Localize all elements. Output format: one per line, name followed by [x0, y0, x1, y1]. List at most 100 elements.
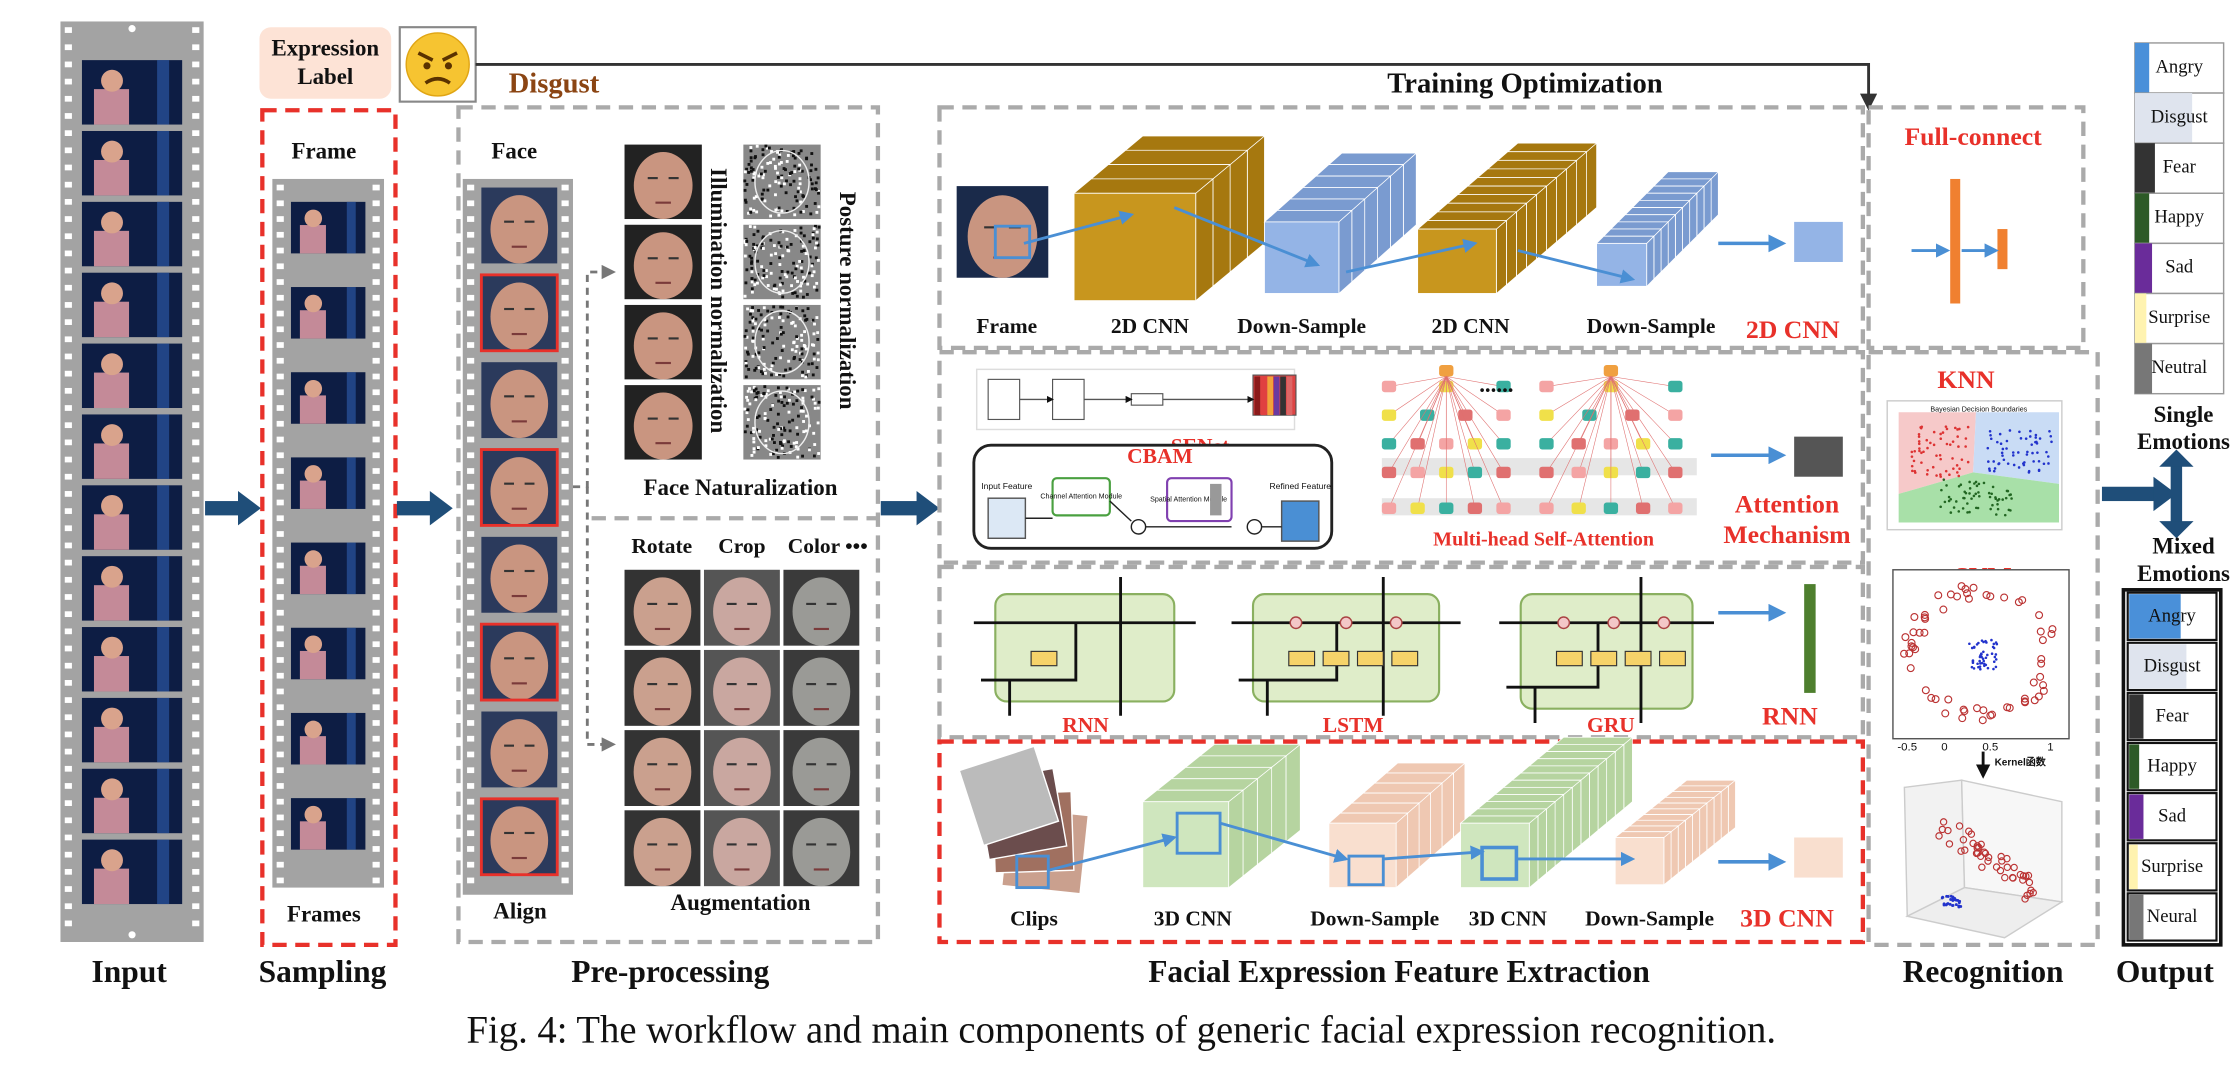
- sprocket: [192, 611, 200, 618]
- sprocket: [372, 389, 380, 396]
- face: [490, 544, 549, 613]
- knn-dot: [2009, 493, 2012, 496]
- emotion-color: [2129, 644, 2187, 689]
- noise: [817, 400, 821, 404]
- svm-dot: [1968, 642, 1971, 646]
- channel-module: [1051, 477, 1111, 517]
- noise: [805, 347, 808, 351]
- knn-dot: [2049, 434, 2053, 438]
- knn-dot: [2010, 497, 2013, 500]
- sprocket: [64, 765, 72, 772]
- sprocket: [372, 767, 380, 774]
- person-body: [299, 565, 326, 595]
- noise: [747, 367, 751, 371]
- noise: [805, 293, 809, 296]
- flow-arrow-shaft: [205, 501, 241, 516]
- sprocket: [192, 628, 200, 635]
- knn-dot: [1952, 506, 1956, 509]
- knn-dot: [1962, 496, 1965, 500]
- sprocket: [276, 468, 284, 474]
- sprocket: [561, 625, 569, 632]
- sprocket: [192, 27, 200, 33]
- sprocket: [372, 704, 380, 711]
- attn-edge: [1388, 376, 1447, 509]
- sprocket: [64, 422, 72, 429]
- sprocket: [276, 483, 284, 490]
- noise: [774, 356, 778, 360]
- block-side: [1537, 808, 1547, 882]
- block-top: [1649, 802, 1708, 810]
- noise: [777, 162, 781, 166]
- label: -0.5: [1897, 741, 1917, 753]
- block-top: [1528, 758, 1608, 767]
- sprocket: [64, 78, 72, 85]
- label: Bayesian Decision Boundaries: [1930, 405, 2027, 413]
- pointwise-op: [1339, 616, 1353, 630]
- se-block: [1052, 378, 1085, 421]
- noise: [761, 176, 765, 180]
- noise: [793, 156, 797, 160]
- sprocket: [64, 628, 72, 635]
- person-head: [101, 424, 123, 447]
- svm-dot: [1970, 665, 1974, 669]
- noise: [763, 412, 767, 415]
- sprocket: [64, 576, 72, 583]
- connector: [572, 264, 616, 489]
- knn-dot: [1966, 502, 1969, 505]
- noise: [754, 352, 758, 356]
- noise: [774, 180, 778, 184]
- scatter3d-dot: [1953, 898, 1957, 902]
- noise: [777, 428, 781, 431]
- knn-dot: [1977, 482, 1981, 486]
- label: 0: [1941, 741, 1947, 753]
- attn-edge: [1610, 376, 1644, 473]
- split-head: [2159, 521, 2194, 539]
- emotion-box: [2134, 192, 2225, 245]
- sprocket: [467, 436, 475, 443]
- noise: [805, 414, 808, 418]
- knn-dot: [1945, 484, 1948, 487]
- label: Surprise: [2141, 856, 2203, 877]
- scatter3d-ring: [2003, 863, 2012, 872]
- sprocket: [64, 542, 72, 549]
- sprocket: [192, 903, 200, 910]
- noise: [750, 256, 754, 260]
- sprocket: [192, 817, 200, 824]
- sprocket: [467, 609, 475, 616]
- noise: [815, 230, 819, 234]
- noise: [751, 329, 755, 333]
- noise: [801, 309, 805, 313]
- knn-dot: [2001, 454, 2004, 457]
- block-side: [1614, 743, 1625, 817]
- sprocket: [276, 578, 284, 585]
- knn-dot: [1917, 435, 1921, 438]
- person-body: [299, 395, 326, 424]
- stage-light: [157, 697, 170, 763]
- label: GRU: [1587, 713, 1635, 737]
- noise: [807, 362, 811, 366]
- face: [792, 577, 851, 646]
- noise: [763, 169, 767, 173]
- noise: [766, 418, 770, 422]
- noise: [811, 262, 814, 266]
- person-body: [93, 514, 130, 550]
- block-top: [1631, 200, 1691, 208]
- block-top: [1107, 149, 1249, 165]
- noise: [757, 351, 761, 355]
- scatter3d-dot: [1949, 898, 1953, 901]
- noise: [784, 168, 787, 172]
- noise: [777, 316, 781, 319]
- noise: [809, 178, 813, 182]
- noise: [802, 249, 806, 253]
- scatter3d-ring: [2023, 891, 2031, 900]
- noise: [799, 289, 803, 293]
- label: Down-Sample: [1585, 906, 1714, 930]
- sprocket: [467, 720, 475, 726]
- noise: [795, 441, 799, 444]
- sprocket: [372, 830, 380, 837]
- knn-dot: [2024, 437, 2028, 440]
- sprocket: [467, 625, 475, 632]
- label: Crop: [718, 534, 765, 558]
- noise: [799, 210, 803, 214]
- svm-dot: [1990, 652, 1994, 655]
